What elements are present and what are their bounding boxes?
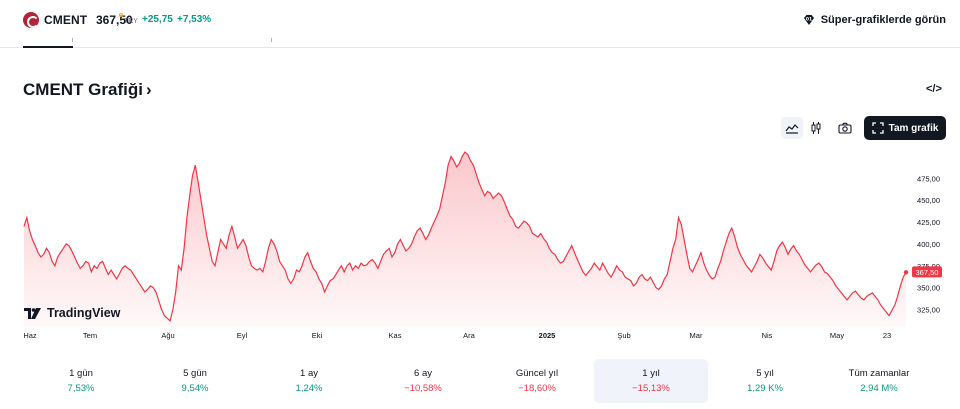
period-label: 5 gün [183, 368, 207, 379]
tab-separator [271, 38, 272, 42]
period-tab[interactable]: 1 gün 7,53% [24, 359, 138, 403]
period-tab[interactable]: 1 ay 1,24% [252, 359, 366, 403]
tab-active-indicator [23, 46, 73, 48]
market-status-icon [119, 13, 123, 17]
symbol-currency: TRY [124, 18, 138, 25]
price-area [24, 152, 906, 327]
y-tick-label: 400,00 [917, 240, 940, 249]
x-tick-label: Ara [463, 331, 476, 340]
y-tick-label: 425,00 [917, 218, 940, 227]
x-tick-label: Tem [83, 331, 97, 340]
period-change: 1,24% [295, 383, 323, 394]
tab-separator [72, 38, 73, 42]
tradingview-logo[interactable]: TradingView [24, 306, 120, 320]
chart-title-link[interactable]: CMENT Grafiği › [23, 80, 152, 100]
period-change: 1,29 K% [747, 383, 783, 394]
chevron-right-icon: › [145, 80, 152, 99]
period-label: Tüm zamanlar [848, 368, 910, 379]
period-label: 1 yıl [642, 368, 660, 379]
embed-code-button[interactable]: </> [926, 83, 942, 95]
x-tick-label: Mar [690, 331, 703, 340]
super-charts-link[interactable]: 01 Süper-grafiklerde görün [802, 12, 946, 28]
period-tab[interactable]: Tüm zamanlar 2,94 M% [822, 359, 936, 403]
x-tick-label: Eyl [237, 331, 248, 340]
full-chart-button[interactable]: Tam grafik [864, 116, 946, 140]
period-tab[interactable]: 5 gün 9,54% [138, 359, 252, 403]
area-chart-icon [785, 124, 799, 134]
period-label: 1 gün [69, 368, 93, 379]
period-change: −18,60% [518, 383, 556, 394]
symbol-price: 367,50 [96, 13, 133, 27]
period-label: 1 ay [300, 368, 318, 379]
x-tick-label: Kas [389, 331, 402, 340]
symbol-change: +25,75 [142, 14, 173, 25]
period-tab[interactable]: 1 yıl −15,13% [594, 359, 708, 403]
x-tick-label: May [830, 331, 844, 340]
period-change: −15,13% [632, 383, 670, 394]
x-tick-label: Eki [312, 331, 323, 340]
period-tab[interactable]: 6 ay −10,58% [366, 359, 480, 403]
last-value-label: 367,50 [916, 268, 939, 277]
period-label: 6 ay [414, 368, 432, 379]
period-change: 2,94 M% [860, 383, 898, 394]
symbol-change-percent: +7,53% [177, 14, 212, 25]
tradingview-logo-icon [24, 307, 41, 319]
period-change: 7,53% [67, 383, 95, 394]
last-price-point [903, 270, 909, 275]
brand-name: TradingView [47, 306, 121, 320]
snapshot-button[interactable] [834, 117, 856, 139]
last-value-badge [912, 266, 942, 278]
candles-button[interactable] [805, 117, 827, 139]
period-change: 9,54% [181, 383, 209, 394]
full-chart-label: Tam grafik [888, 122, 939, 134]
y-tick-label: 325,00 [917, 306, 940, 315]
super-charts-label: Süper-grafiklerde görün [820, 14, 946, 26]
symbol-name[interactable]: CMENT [44, 13, 88, 27]
x-tick-label: Haz [23, 331, 37, 340]
fullscreen-icon [871, 122, 884, 134]
candles-icon [811, 122, 821, 134]
period-label: 5 yıl [756, 368, 774, 379]
x-tick-label: 23 [883, 331, 891, 340]
symbol-header: CMENT 367,50 TRY +25,75 +7,53% 01 Süper-… [0, 0, 960, 40]
symbol-logo [23, 12, 39, 28]
price-chart[interactable]: 475,00 450,00 425,00 400,00 375,00 350,00 325,… [0, 140, 960, 345]
x-tick-label: Ağu [161, 331, 174, 340]
period-tab[interactable]: 5 yıl 1,29 K% [708, 359, 822, 403]
camera-icon [838, 122, 852, 134]
page-title: CMENT Grafiği [23, 80, 143, 99]
price-line [23, 151, 907, 323]
y-tick-label: 475,00 [917, 174, 940, 183]
x-tick-label: Şub [617, 331, 630, 340]
period-label: Güncel yıl [515, 368, 559, 379]
y-tick-label: 350,00 [917, 284, 940, 293]
period-change: −10,58% [404, 383, 442, 394]
area-chart-button[interactable] [781, 117, 803, 139]
x-tick-label: 2025 [539, 331, 556, 340]
period-selector: 1 gün 7,53% 5 gün 9,54% 1 ay 1,24% 6 ay −10,58%… [24, 359, 936, 403]
diamond-icon: 01 [803, 15, 814, 25]
period-tab[interactable]: Güncel yıl −18,60% [480, 359, 594, 403]
x-tick-label: Nis [762, 331, 773, 340]
svg-text:01: 01 [806, 17, 812, 23]
y-tick-label: 375,00 [917, 262, 940, 271]
y-tick-label: 450,00 [917, 196, 940, 205]
tab-divider [0, 47, 960, 48]
